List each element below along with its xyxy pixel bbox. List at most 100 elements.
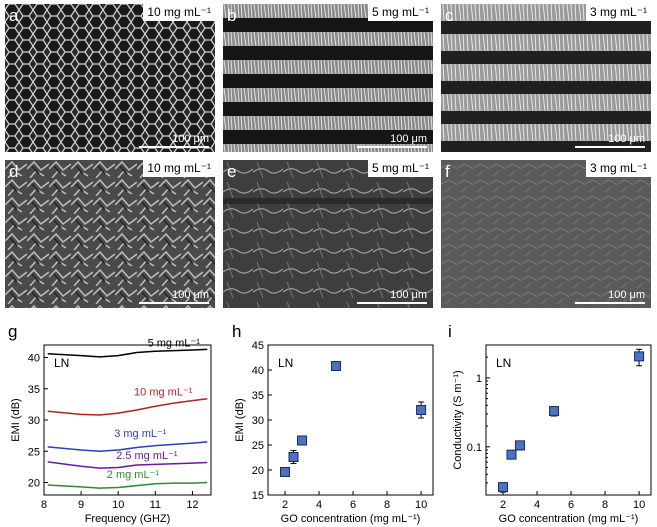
concentration-label: 3 mg mL⁻¹ — [585, 160, 651, 177]
x-tick-label: 10 — [415, 499, 427, 511]
sem-image-crumpled — [5, 160, 215, 308]
scale-label: 100 μm — [172, 289, 209, 301]
chart-letter-i: i — [448, 322, 452, 341]
y-tick-label: 25 — [28, 446, 40, 458]
x-tick-label: 2 — [500, 499, 506, 511]
ln-annotation: LN — [496, 356, 511, 370]
x-tick-label: 10 — [633, 499, 645, 511]
y-tick-label: 1 — [476, 373, 482, 385]
sem-image-honeycomb — [5, 4, 215, 152]
x-tick-label: 8 — [41, 499, 47, 511]
sem-panel-c: c 3 mg mL⁻¹ 100 μm — [441, 4, 651, 152]
scale-label: 100 μm — [390, 289, 427, 301]
y-axis-label: EMI (dB) — [234, 398, 246, 441]
scale-label: 100 μm — [608, 289, 645, 301]
panel-letter: b — [227, 6, 237, 25]
scale-bar: 100 μm — [357, 133, 427, 148]
y-tick-label: 20 — [28, 478, 40, 490]
series-line — [47, 348, 208, 358]
concentration-label: 5 mg mL⁻¹ — [367, 4, 433, 21]
chart-letter-h: h — [232, 322, 242, 341]
concentration-label: 10 mg mL⁻¹ — [143, 4, 215, 21]
series-line — [47, 461, 208, 469]
y-tick-label: 0.1 — [467, 442, 482, 454]
x-tick-label: 11 — [150, 499, 161, 511]
x-tick-label: 10 — [112, 499, 124, 511]
scale-bar: 100 μm — [575, 289, 645, 304]
sem-panel-e: e 5 mg mL⁻¹ 100 μm — [223, 160, 433, 308]
panel-letter: d — [9, 162, 19, 181]
y-tick-label: 30 — [28, 415, 40, 427]
plot-frame — [485, 344, 652, 496]
series-line — [47, 481, 208, 489]
scale-label: 100 μm — [608, 133, 645, 145]
scale-label: 100 μm — [390, 133, 427, 145]
data-point — [515, 440, 526, 451]
sem-panel-f: f 3 mg mL⁻¹ 100 μm — [441, 160, 651, 308]
x-tick-label: 4 — [534, 499, 540, 511]
y-tick-label: 45 — [252, 340, 264, 352]
y-tick-label: 35 — [28, 384, 40, 396]
scale-bar: 100 μm — [575, 133, 645, 148]
x-tick-label: 4 — [316, 499, 322, 511]
sem-panel-b: b 5 mg mL⁻¹ 100 μm — [223, 4, 433, 152]
scale-label: 100 μm — [172, 133, 209, 145]
y-tick-label: 40 — [28, 353, 40, 365]
scale-bar: 100 μm — [139, 289, 209, 304]
x-tick-label: 6 — [350, 499, 356, 511]
series-label: 2 mg mL⁻¹ — [107, 469, 160, 481]
data-point — [416, 405, 427, 415]
sem-panel-a: a 10 mg mL⁻¹ 100 μm — [5, 4, 215, 152]
y-tick-label: 30 — [252, 415, 264, 427]
x-tick-label: 2 — [282, 499, 288, 511]
sem-panel-d: d 10 mg mL⁻¹ 100 μm — [5, 160, 215, 308]
x-tick-label: 6 — [568, 499, 574, 511]
data-point — [506, 449, 517, 460]
concentration-label: 10 mg mL⁻¹ — [143, 160, 215, 177]
x-tick-label: 9 — [78, 499, 84, 511]
x-tick-label: 8 — [602, 499, 608, 511]
sem-image-wrinkled — [223, 160, 433, 308]
panel-letter: a — [9, 6, 19, 25]
chart-g: 8 9 10 11 12 20 25 30 35 40 Frequency (GHZ) EMI (dB… — [10, 337, 212, 525]
sem-image-smooth — [441, 160, 651, 308]
x-axis-label: Frequency (GHZ) — [85, 513, 171, 525]
data-point — [549, 406, 560, 417]
series-line — [47, 441, 208, 453]
series-label: 3 mg mL⁻¹ — [114, 428, 167, 440]
chart-i: 2 4 6 8 10 0.1 1 GO concentration (mg mL⁻¹) Cond… — [452, 344, 652, 525]
y-tick-label: 20 — [252, 465, 264, 477]
y-tick-label: 25 — [252, 440, 264, 452]
scale-bar: 100 μm — [139, 133, 209, 148]
y-tick-label: 40 — [252, 365, 264, 377]
panel-letter: c — [445, 6, 454, 25]
scale-bar: 100 μm — [357, 289, 427, 304]
data-point — [280, 467, 291, 477]
chart-letter-g: g — [8, 322, 18, 341]
ln-annotation: LN — [54, 356, 69, 370]
series-label: 2.5 mg mL⁻¹ — [116, 450, 178, 462]
x-tick-label: 12 — [186, 499, 198, 511]
x-tick-label: 8 — [384, 499, 390, 511]
y-tick-label: 15 — [252, 490, 264, 502]
data-point — [331, 361, 342, 371]
concentration-label: 3 mg mL⁻¹ — [585, 4, 651, 21]
x-axis-label: GO concentration (mg mL⁻¹) — [499, 513, 639, 525]
y-axis-label: EMI (dB) — [10, 398, 22, 441]
sem-image-lamellar-wide — [441, 4, 651, 152]
concentration-label: 5 mg mL⁻¹ — [367, 160, 433, 177]
y-tick-label: 35 — [252, 390, 264, 402]
data-point — [288, 452, 299, 462]
panel-letter: f — [445, 162, 450, 181]
series-line — [47, 397, 208, 416]
data-point — [634, 351, 645, 362]
y-axis-label: Conductivity (S m⁻¹) — [452, 370, 464, 469]
series-label: 5 mg mL⁻¹ — [148, 337, 201, 349]
data-point — [498, 482, 509, 493]
chart-h: 2 4 6 8 10 15 20 25 30 35 40 45 GO concentration (mg… — [234, 340, 434, 525]
ln-annotation: LN — [278, 356, 293, 370]
series-label: 10 mg mL⁻¹ — [134, 387, 193, 399]
sem-image-lamellar — [223, 4, 433, 152]
panel-letter: e — [227, 162, 237, 181]
x-axis-label: GO concentration (mg mL⁻¹) — [281, 513, 421, 525]
